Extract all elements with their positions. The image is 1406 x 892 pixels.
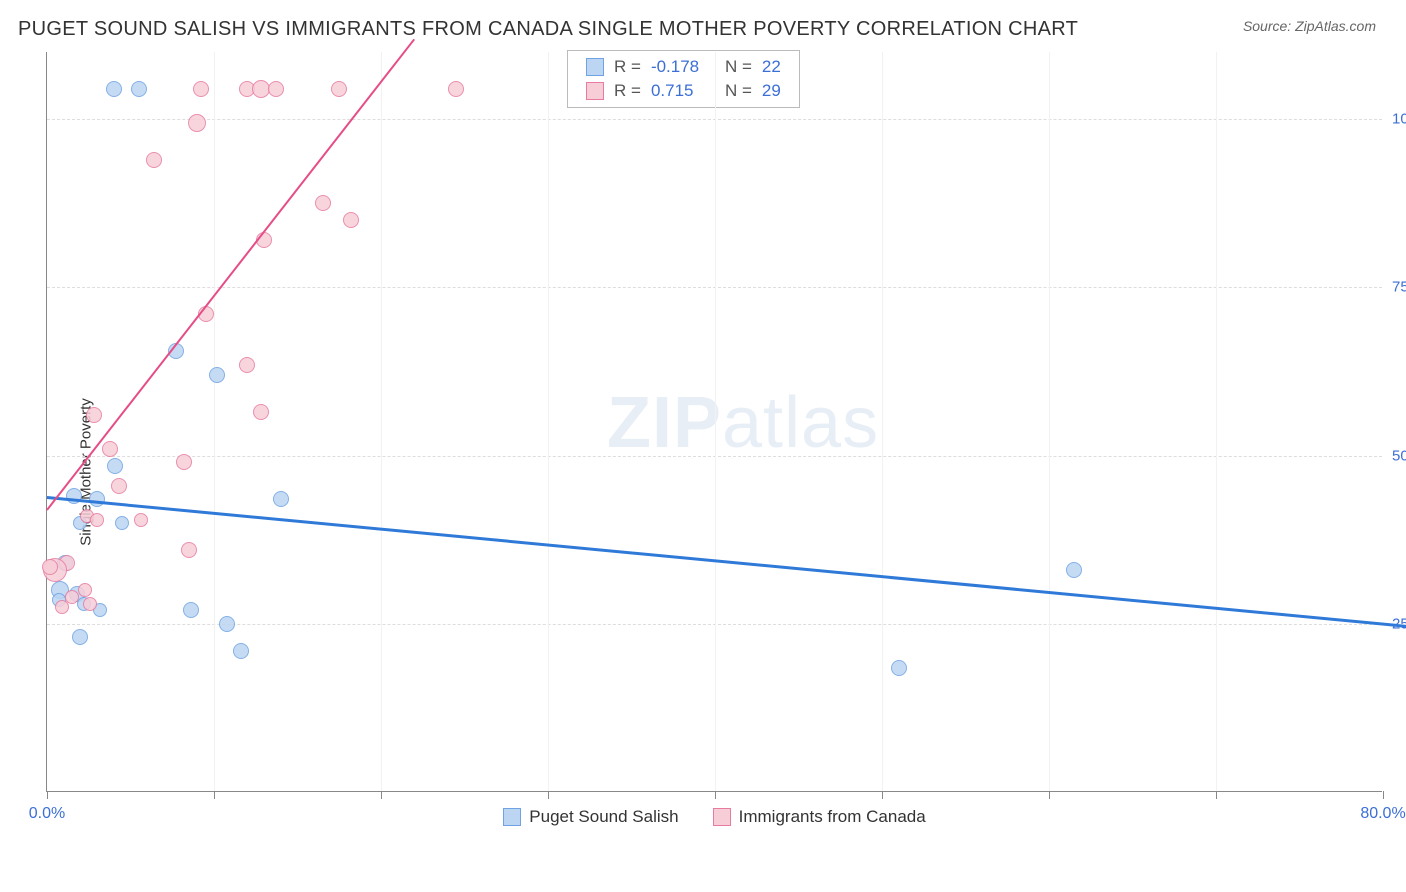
scatter-point xyxy=(42,559,58,575)
scatter-point xyxy=(188,114,206,132)
gridline-v xyxy=(1216,52,1217,791)
trend-line xyxy=(47,496,1406,633)
x-tick xyxy=(47,791,48,799)
scatter-point xyxy=(891,660,907,676)
legend-n-value: 22 xyxy=(762,57,781,77)
scatter-point xyxy=(102,441,118,457)
scatter-point xyxy=(315,195,331,211)
gridline-v xyxy=(548,52,549,791)
gridline-v xyxy=(882,52,883,791)
scatter-point xyxy=(219,616,235,632)
gridline-v xyxy=(1049,52,1050,791)
scatter-point xyxy=(86,407,102,423)
x-tick xyxy=(715,791,716,799)
y-tick-label: 75.0% xyxy=(1392,279,1406,296)
scatter-point xyxy=(343,212,359,228)
scatter-point xyxy=(331,81,347,97)
scatter-point xyxy=(134,513,148,527)
gridline-v xyxy=(381,52,382,791)
legend-r-value: -0.178 xyxy=(651,57,709,77)
x-tick xyxy=(214,791,215,799)
x-tick-label: 80.0% xyxy=(1360,805,1405,823)
scatter-point xyxy=(253,404,269,420)
legend-r-label: R = xyxy=(614,57,641,77)
source-label: Source: ZipAtlas.com xyxy=(1243,18,1376,34)
scatter-point xyxy=(78,583,92,597)
legend-n-value: 29 xyxy=(762,81,781,101)
scatter-point xyxy=(107,458,123,474)
y-tick-label: 100.0% xyxy=(1392,111,1406,128)
series-legend: Puget Sound Salish Immigrants from Canada xyxy=(47,807,1382,827)
legend-n-label: N = xyxy=(725,81,752,101)
legend-swatch xyxy=(503,808,521,826)
scatter-point xyxy=(83,597,97,611)
scatter-point xyxy=(448,81,464,97)
scatter-point xyxy=(209,367,225,383)
scatter-point xyxy=(268,81,284,97)
x-tick xyxy=(1049,791,1050,799)
legend-row: R = 0.715 N = 29 xyxy=(568,79,799,103)
scatter-point xyxy=(239,357,255,373)
scatter-point xyxy=(193,81,209,97)
x-tick xyxy=(381,791,382,799)
series-legend-item: Immigrants from Canada xyxy=(713,807,926,827)
scatter-point xyxy=(176,454,192,470)
legend-r-value: 0.715 xyxy=(651,81,709,101)
scatter-point xyxy=(183,602,199,618)
scatter-point xyxy=(1066,562,1082,578)
gridline-v xyxy=(214,52,215,791)
scatter-point xyxy=(181,542,197,558)
legend-swatch xyxy=(586,58,604,76)
y-tick-label: 50.0% xyxy=(1392,447,1406,464)
x-tick-label: 0.0% xyxy=(29,805,65,823)
scatter-point xyxy=(72,629,88,645)
scatter-point xyxy=(146,152,162,168)
scatter-point xyxy=(106,81,122,97)
scatter-point xyxy=(90,513,104,527)
legend-n-label: N = xyxy=(725,57,752,77)
legend-row: R = -0.178 N = 22 xyxy=(568,55,799,79)
x-tick xyxy=(882,791,883,799)
x-tick xyxy=(548,791,549,799)
trend-line xyxy=(46,39,415,511)
scatter-point xyxy=(273,491,289,507)
legend-swatch xyxy=(713,808,731,826)
scatter-point xyxy=(131,81,147,97)
legend-r-label: R = xyxy=(614,81,641,101)
gridline-v xyxy=(715,52,716,791)
scatter-point xyxy=(111,478,127,494)
chart-container: Single Mother Poverty ZIPatlas R =-0.178… xyxy=(0,52,1406,892)
series-legend-label: Puget Sound Salish xyxy=(529,807,678,827)
scatter-point xyxy=(233,643,249,659)
x-tick xyxy=(1216,791,1217,799)
plot-area: ZIPatlas R =-0.178N =22R =0.715N =29 Pug… xyxy=(46,52,1382,792)
chart-title: PUGET SOUND SALISH VS IMMIGRANTS FROM CA… xyxy=(18,18,1078,41)
scatter-point xyxy=(55,600,69,614)
scatter-point xyxy=(115,516,129,530)
legend-swatch xyxy=(586,82,604,100)
watermark: ZIPatlas xyxy=(607,382,879,464)
x-tick xyxy=(1383,791,1384,799)
correlation-legend: R = -0.178 N = 22 R = 0.715 N = 29 xyxy=(567,50,800,108)
series-legend-label: Immigrants from Canada xyxy=(739,807,926,827)
series-legend-item: Puget Sound Salish xyxy=(503,807,678,827)
